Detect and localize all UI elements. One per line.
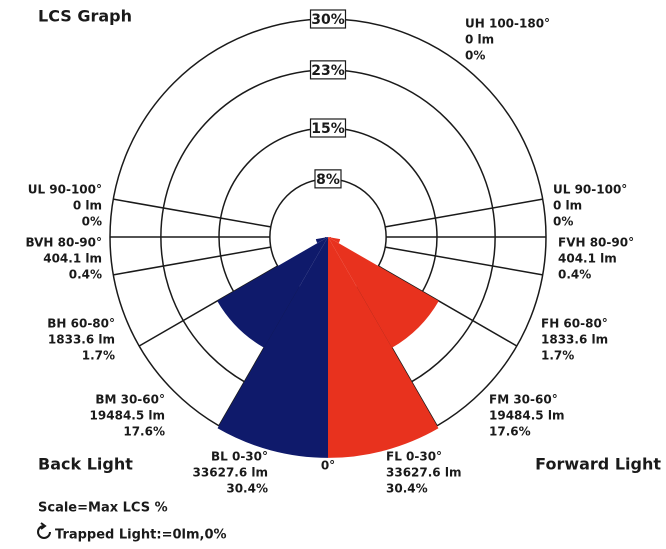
tick-box (309, 60, 347, 80)
zone-label: UL 90-100° (553, 183, 627, 197)
scale-note: Scale=Max LCS % (38, 501, 168, 516)
zone-label: 1.7% (541, 349, 574, 363)
zone-label: FM 30-60° (489, 393, 558, 407)
zone-label: 19484.5 lm (489, 409, 564, 423)
zone-label: 0 lm (465, 33, 494, 47)
tick-label: 15% (311, 121, 345, 137)
zone-label: 0% (465, 49, 485, 63)
zone-label: 0% (82, 215, 102, 229)
spoke (113, 246, 271, 276)
zone-label: BH 60-80° (47, 317, 115, 331)
wedge (328, 237, 439, 348)
zone-label: 1833.6 lm (48, 333, 115, 347)
zone-label: 0 lm (73, 199, 102, 213)
zone-label: FH 60-80° (541, 317, 608, 331)
wedge (315, 237, 328, 244)
zone-label: 0.4% (558, 268, 591, 282)
zone-label: FVH 80-90° (558, 236, 634, 250)
spoke (385, 198, 543, 228)
zone-label: 33627.6 lm (193, 466, 268, 480)
tick-box (314, 169, 342, 189)
zone-label: UH 100-180° (465, 17, 550, 31)
plot (109, 18, 547, 458)
zone-label: 1833.6 lm (541, 333, 608, 347)
wedge (328, 237, 341, 244)
trapped-light: Trapped Light:=0lm,0% (55, 528, 227, 543)
zone-label: 0.4% (69, 268, 102, 282)
zone-label: 30.4% (226, 482, 268, 496)
zone-label: BM 30-60° (95, 393, 165, 407)
wedge (328, 237, 331, 238)
zone-label: 17.6% (123, 425, 165, 439)
zone-label: 19484.5 lm (90, 409, 165, 423)
tick-label: 8% (316, 172, 340, 188)
zone-label: 0 lm (553, 199, 582, 213)
tick-box (309, 9, 347, 29)
zone-label: 0% (553, 215, 573, 229)
spoke (385, 246, 543, 276)
zone-label: BVH 80-90° (25, 236, 102, 250)
spoke (113, 198, 271, 228)
legend-back: Back Light (38, 455, 133, 474)
legend-forward: Forward Light (535, 455, 661, 474)
zone-label: 17.6% (489, 425, 531, 439)
zone-label: 404.1 lm (43, 252, 102, 266)
wedge (325, 237, 328, 238)
zone-label: 1.7% (82, 349, 115, 363)
wedge (328, 237, 439, 458)
tick-label: 23% (311, 63, 345, 79)
wedge (217, 237, 328, 458)
zone-label: 33627.6 lm (386, 466, 461, 480)
zone-label: FL 0-30° (386, 450, 442, 464)
zone-label: UL 90-100° (28, 183, 102, 197)
zero-angle-label: 0° (321, 459, 335, 473)
zone-label: 30.4% (386, 482, 428, 496)
tick-label: 30% (311, 12, 345, 28)
zone-label: BL 0-30° (211, 450, 268, 464)
tick-box (309, 118, 347, 138)
chart-title: LCS Graph (38, 7, 132, 26)
wedge (217, 237, 328, 348)
trapped-icon (37, 522, 51, 539)
zone-label: 404.1 lm (558, 252, 617, 266)
